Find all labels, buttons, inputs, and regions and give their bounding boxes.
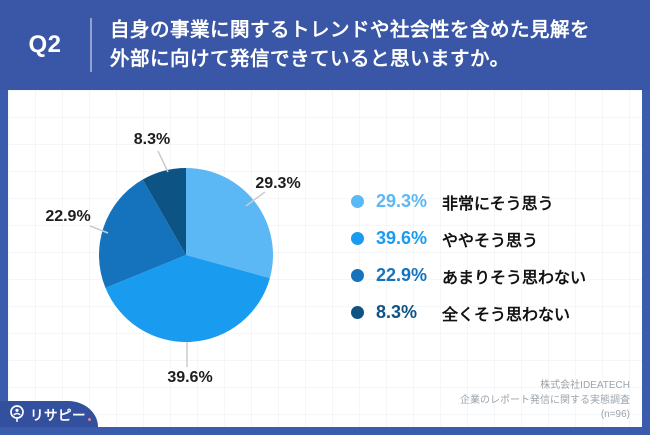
legend-pct-4: 8.3% [376, 302, 418, 322]
legend-dot-2 [351, 232, 364, 245]
magnifier-logo-icon [10, 405, 24, 422]
question-line-2: 外部に向けて発信できていると思いますか。 [110, 48, 510, 70]
legend-item-4: 8.3% 全くそう思わない [351, 294, 586, 331]
legend-pct-1: 29.3% [376, 191, 428, 211]
risapi-logo-badge: リサピー [0, 401, 98, 427]
pie-chart [99, 168, 273, 342]
header-divider [90, 18, 92, 72]
pie-label-8.3: 8.3% [133, 131, 171, 148]
pie-label-22.9: 22.9% [45, 208, 91, 225]
legend-dot-4 [351, 306, 364, 319]
question-text: 自身の事業に関するトレンドや社会性を含めた見解を 外部に向けて発信できていると思… [110, 16, 590, 74]
chart-area [0, 90, 650, 435]
credit-survey: 企業のレポート発信に関する実態調査 [460, 394, 630, 406]
pie-slice-4-全くそう思わない [142, 168, 186, 255]
legend-dot-1 [351, 195, 364, 208]
logo-text: リサピー [30, 408, 86, 423]
credit-company: 株式会社IDEATECH [540, 380, 630, 391]
legend-label-2: ややそう思う [442, 232, 539, 250]
pie-slice-1-非常にそう思う [186, 168, 273, 279]
question-line-1: 自身の事業に関するトレンドや社会性を含めた見解を [110, 19, 591, 41]
question-number: Q2 [28, 31, 62, 58]
legend-label-4: 全くそう思わない [442, 306, 571, 324]
legend-label-1: 非常にそう思う [442, 195, 554, 213]
pie-slice-3-あまりそう思わない [99, 179, 186, 288]
pie-label-39.6: 39.6% [167, 369, 213, 386]
survey-credit: 株式会社IDEATECH 企業のレポート発信に関する実態調査 (n=96) [460, 379, 630, 423]
question-header: Q2 自身の事業に関するトレンドや社会性を含めた見解を 外部に向けて発信できてい… [0, 0, 650, 90]
pie-slice-2-ややそう思う [105, 255, 270, 342]
logo-trademark-dot [88, 418, 91, 421]
credit-sample-size: (n=96) [600, 409, 630, 420]
legend-item-1: 29.3% 非常にそう思う [351, 183, 586, 220]
legend-pct-3: 22.9% [376, 265, 428, 285]
pie-label-29.3: 29.3% [255, 175, 301, 192]
legend: 29.3% 非常にそう思う 39.6% ややそう思う 22.9% あまりそう思わ… [351, 183, 586, 331]
legend-item-3: 22.9% あまりそう思わない [351, 257, 586, 294]
legend-label-3: あまりそう思わない [442, 269, 587, 287]
legend-dot-3 [351, 269, 364, 282]
legend-item-2: 39.6% ややそう思う [351, 220, 586, 257]
legend-pct-2: 39.6% [376, 228, 428, 248]
